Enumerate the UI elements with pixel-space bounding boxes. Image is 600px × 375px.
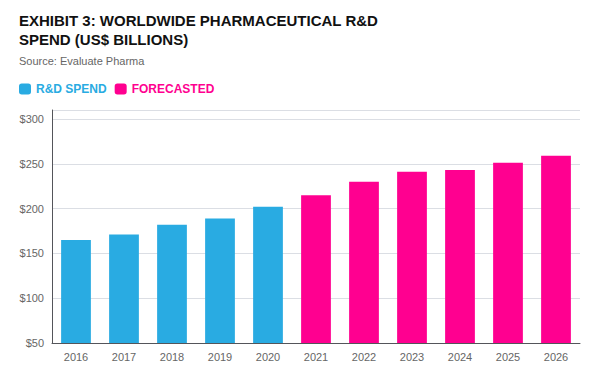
svg-text:2019: 2019	[208, 351, 232, 363]
svg-text:SPEND (US$ BILLIONS): SPEND (US$ BILLIONS)	[19, 31, 188, 48]
svg-text:2024: 2024	[448, 351, 472, 363]
svg-text:2023: 2023	[400, 351, 424, 363]
svg-text:FORECASTED: FORECASTED	[132, 82, 215, 96]
svg-text:2025: 2025	[496, 351, 520, 363]
svg-text:R&D SPEND: R&D SPEND	[36, 82, 107, 96]
svg-text:2020: 2020	[256, 351, 280, 363]
svg-text:$200: $200	[20, 203, 44, 215]
svg-text:2017: 2017	[112, 351, 136, 363]
svg-text:$300: $300	[20, 113, 44, 125]
svg-text:$150: $150	[20, 247, 44, 259]
svg-text:2022: 2022	[352, 351, 376, 363]
svg-text:2026: 2026	[544, 351, 568, 363]
svg-text:EXHIBIT 3: WORLDWIDE PHARMACEU: EXHIBIT 3: WORLDWIDE PHARMACEUTICAL R&D	[19, 12, 378, 29]
svg-text:2016: 2016	[64, 351, 88, 363]
svg-text:Source: Evaluate Pharma: Source: Evaluate Pharma	[19, 55, 145, 67]
svg-text:2021: 2021	[304, 351, 328, 363]
svg-text:$50: $50	[26, 337, 44, 349]
svg-text:$100: $100	[20, 292, 44, 304]
svg-text:$250: $250	[20, 158, 44, 170]
svg-text:2018: 2018	[160, 351, 184, 363]
